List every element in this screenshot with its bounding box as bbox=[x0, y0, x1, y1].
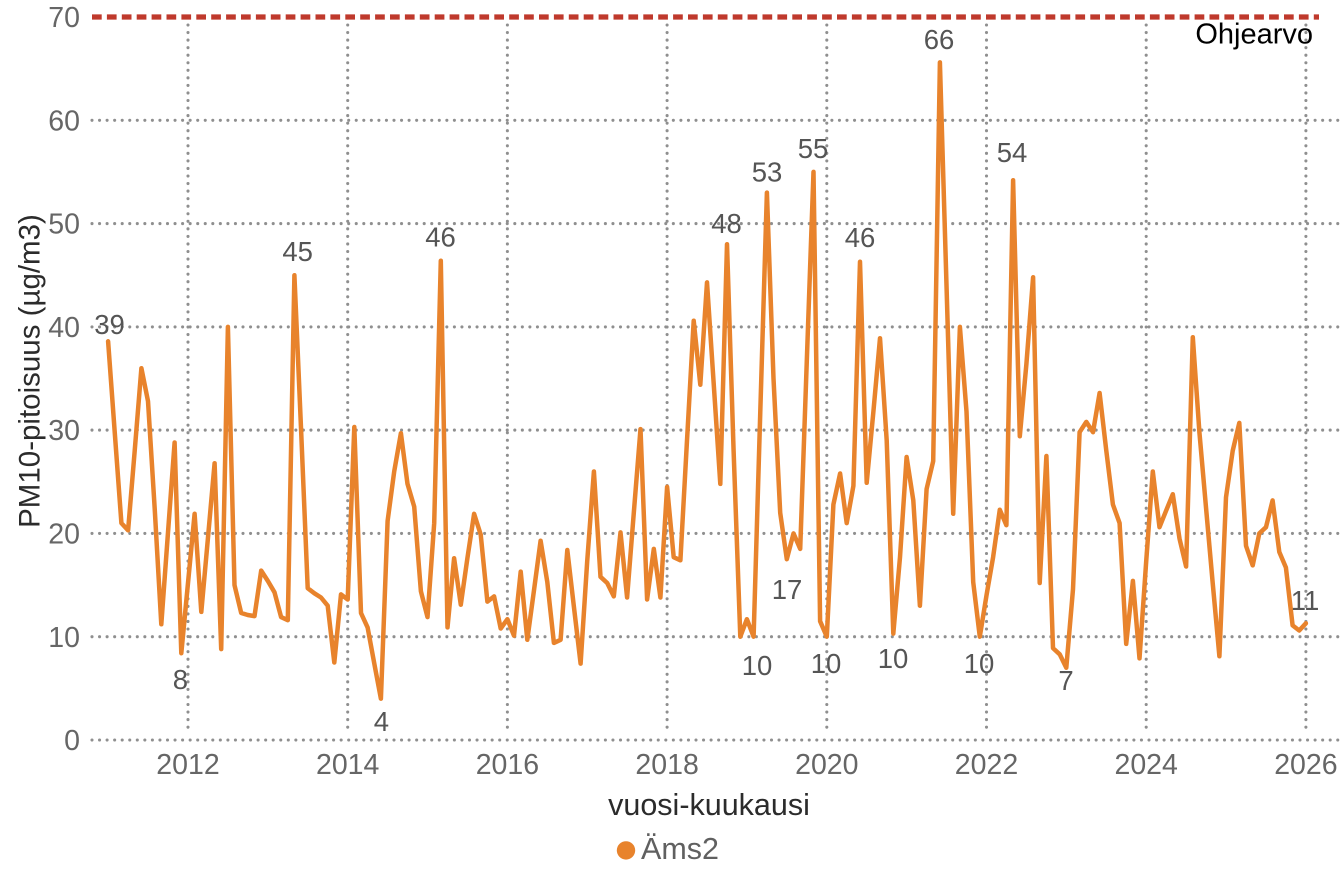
svg-text:54: 54 bbox=[997, 137, 1028, 168]
svg-text:2014: 2014 bbox=[316, 749, 380, 781]
svg-text:20: 20 bbox=[48, 519, 80, 551]
svg-text:Äms2: Äms2 bbox=[641, 832, 719, 866]
svg-text:10: 10 bbox=[811, 648, 842, 679]
svg-text:PM10-pitoisuus (µg/m3): PM10-pitoisuus (µg/m3) bbox=[14, 214, 47, 528]
svg-text:8: 8 bbox=[173, 664, 188, 695]
svg-text:60: 60 bbox=[48, 105, 80, 137]
svg-text:10: 10 bbox=[878, 643, 909, 674]
svg-text:55: 55 bbox=[798, 133, 829, 164]
svg-text:11: 11 bbox=[1291, 585, 1320, 616]
svg-text:10: 10 bbox=[964, 648, 995, 679]
svg-text:66: 66 bbox=[924, 24, 955, 55]
svg-text:46: 46 bbox=[425, 221, 456, 252]
svg-text:Ohjearvo: Ohjearvo bbox=[1195, 19, 1313, 51]
svg-text:17: 17 bbox=[772, 574, 803, 605]
svg-text:4: 4 bbox=[374, 706, 389, 737]
svg-text:2016: 2016 bbox=[476, 749, 539, 781]
svg-text:45: 45 bbox=[282, 236, 313, 267]
svg-text:10: 10 bbox=[742, 650, 773, 681]
svg-text:10: 10 bbox=[48, 622, 80, 654]
svg-text:0: 0 bbox=[64, 725, 80, 757]
svg-text:50: 50 bbox=[48, 209, 80, 241]
svg-text:39: 39 bbox=[94, 309, 125, 340]
svg-text:2024: 2024 bbox=[1114, 749, 1178, 781]
svg-text:70: 70 bbox=[48, 2, 80, 34]
svg-text:2022: 2022 bbox=[955, 749, 1018, 781]
svg-text:7: 7 bbox=[1058, 665, 1073, 696]
svg-text:vuosi-kuukausi: vuosi-kuukausi bbox=[608, 788, 810, 822]
svg-text:40: 40 bbox=[48, 312, 80, 344]
svg-text:2020: 2020 bbox=[795, 749, 858, 781]
svg-text:2026: 2026 bbox=[1274, 749, 1337, 781]
svg-text:48: 48 bbox=[711, 208, 742, 239]
svg-text:2012: 2012 bbox=[156, 749, 219, 781]
svg-text:2018: 2018 bbox=[635, 749, 698, 781]
svg-text:53: 53 bbox=[752, 156, 783, 187]
svg-text:46: 46 bbox=[845, 222, 876, 253]
svg-text:30: 30 bbox=[48, 415, 80, 447]
